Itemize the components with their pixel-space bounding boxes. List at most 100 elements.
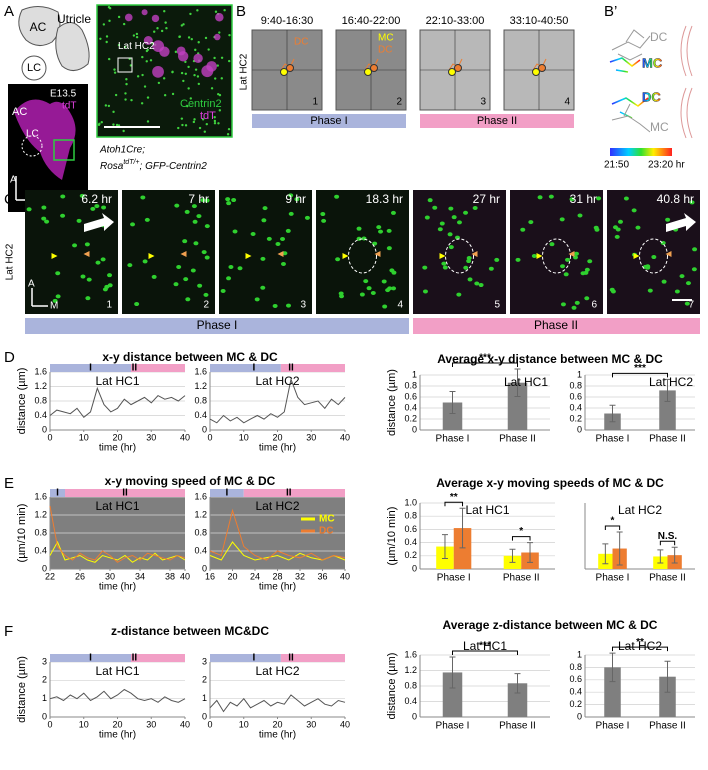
centrin-dot (105, 40, 108, 44)
x-tick-label: 32 (295, 571, 305, 581)
centrin-dot (163, 93, 167, 97)
centrin-dot (163, 9, 166, 13)
centrin-dot (101, 205, 107, 210)
centrin-dot (41, 216, 47, 221)
centrin-dot (250, 231, 256, 236)
centrin-dot (583, 270, 589, 275)
centrin-dot (285, 228, 291, 233)
phase-mark: I (252, 363, 255, 374)
section-title: Average x-y moving speeds of MC & DC (436, 476, 664, 490)
centrin-dot (692, 247, 698, 252)
phase-bar (420, 114, 574, 128)
y-tick-label: 0 (202, 711, 207, 721)
panel-label: B’ (604, 3, 617, 20)
section-title: Average x-y distance between MC & DC (437, 352, 663, 366)
centrin-dot (160, 29, 164, 33)
centrin-dot (574, 300, 580, 305)
centrin-dot (647, 288, 653, 293)
error-bar (449, 391, 456, 414)
dc-arrow (374, 251, 381, 257)
mc-label: MC (378, 33, 394, 44)
centrin-dot (153, 30, 156, 33)
phase-mark: I (89, 363, 92, 374)
centrin-dot (370, 290, 376, 295)
ac-shape (18, 6, 61, 46)
dc-label: DC (650, 30, 668, 44)
centrin-dot (44, 219, 50, 224)
error-bar (609, 404, 616, 423)
centrin-dot (113, 68, 116, 71)
centrin-dot (171, 92, 175, 96)
x-tick-label: Phase II (649, 573, 686, 584)
centrin-dot (356, 226, 362, 231)
x-tick-label: 40 (180, 571, 190, 581)
dc-arrow (665, 251, 672, 257)
centrin-dot (100, 257, 106, 262)
y-axis-label: (µm/10 min) (16, 504, 28, 563)
phase-label: Phase II (477, 115, 517, 127)
centrin-dot (189, 97, 192, 100)
centrin-dot (113, 71, 117, 74)
centrin-dot (563, 272, 569, 277)
centrin-dot (102, 287, 108, 292)
centrin-dot (456, 292, 462, 297)
phase-mark: I (225, 488, 228, 499)
phase-label: Phase I (197, 318, 238, 332)
centrin-dot (193, 241, 199, 246)
x-axis-label: time (hr) (99, 582, 136, 593)
boundary (680, 87, 693, 139)
axis-a: A (10, 175, 17, 186)
genotype: Atoh1Cre; (99, 145, 145, 156)
centrin-dot (165, 26, 168, 30)
chart-title: Lat HC1 (463, 639, 507, 653)
centrin-dot (135, 35, 139, 39)
mc-label: MC (642, 55, 663, 70)
y-tick-label: 0.4 (34, 545, 47, 555)
cell-outline (445, 238, 474, 274)
chart-title: Lat HC2 (618, 503, 662, 517)
centrin-dot (123, 45, 127, 49)
centrin-dot (260, 285, 266, 290)
centrin-dot (376, 225, 382, 230)
panel-label: A (4, 3, 14, 20)
significance-label: ** (636, 637, 644, 648)
tdt-cell (215, 13, 224, 22)
centrin-dot (466, 259, 472, 264)
centrin-dot (228, 33, 231, 37)
dc-marker (454, 64, 462, 72)
zoom-box (53, 139, 75, 161)
centrin-dot (679, 274, 685, 279)
centrin-dot (60, 213, 66, 218)
chart-title: Lat HC2 (649, 375, 693, 389)
data-line (49, 505, 186, 563)
centrin-dot (382, 304, 388, 309)
centrin-dot (104, 104, 108, 107)
y-axis-label: distance (µm) (16, 656, 28, 723)
centrin-dot (204, 255, 210, 260)
significance-bracket (511, 536, 531, 541)
centrin-dot (112, 123, 115, 126)
phase-bar (210, 364, 281, 372)
x-tick-label: 20 (112, 719, 122, 729)
centrin-label: Centrin2 (180, 98, 222, 110)
x-tick-label: 30 (306, 432, 316, 442)
centrin-dot (594, 227, 600, 232)
centrin-dot (288, 211, 294, 216)
bar (659, 676, 676, 717)
stage-label: E13.5 (50, 89, 77, 100)
centrin-dot (184, 209, 190, 214)
centrin-dot (201, 250, 207, 255)
centrin-dot (569, 197, 575, 202)
centrin-dot (135, 32, 139, 36)
y-tick-label: 2 (202, 675, 207, 685)
phase-mark: I (56, 488, 59, 499)
tdt-cell (151, 14, 160, 23)
centrin-dot (390, 210, 396, 215)
centrin-dot (205, 122, 208, 126)
mc-arrow (51, 253, 58, 259)
centrin-dot (80, 274, 86, 279)
tdt-cell (143, 35, 153, 45)
chart-title: Lat HC1 (95, 664, 139, 678)
centrin-dot (560, 264, 566, 269)
centrin-dot (220, 77, 223, 80)
